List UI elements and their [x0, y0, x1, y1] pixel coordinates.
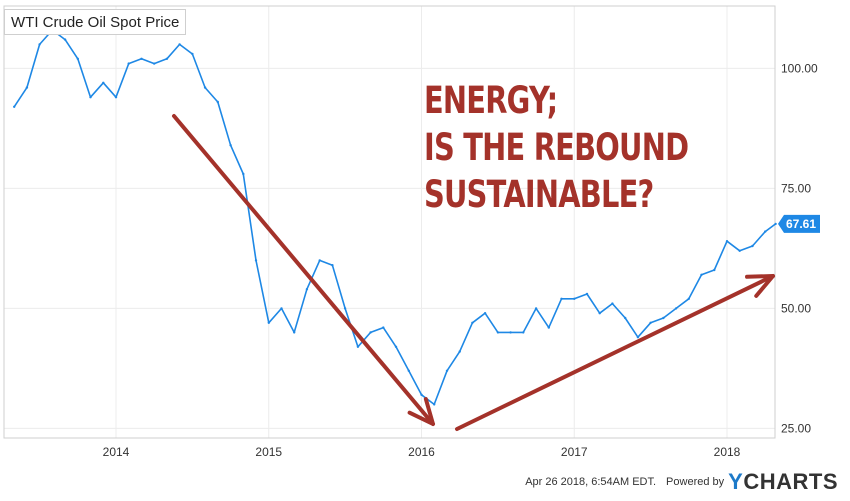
ycharts-logo-y: Y: [728, 469, 744, 494]
data-point: [636, 336, 640, 339]
up-arrow-head: [745, 274, 775, 298]
y-tick-label: 25.00: [781, 421, 811, 435]
data-point: [407, 369, 410, 372]
data-point: [114, 96, 118, 99]
data-point: [216, 100, 219, 104]
data-point: [433, 403, 436, 406]
x-tick-label: 2018: [714, 445, 741, 459]
trend-arrows: [172, 114, 775, 431]
data-point: [774, 222, 777, 226]
data-point: [267, 321, 270, 324]
data-point: [560, 297, 563, 300]
headline: ENERGY; IS THE REBOUND SUSTAINABLE?: [424, 77, 689, 218]
y-tick-label: 75.00: [781, 181, 811, 195]
footer: Apr 26 2018, 6:54AM EDT. Powered by YCHA…: [525, 469, 838, 495]
last-value-marker: 67.61: [778, 214, 820, 233]
headline-line-1: ENERGY;: [424, 79, 558, 122]
data-point: [751, 244, 754, 248]
data-point: [509, 331, 512, 334]
chart-title: WTI Crude Oil Spot Price: [11, 13, 180, 31]
data-point: [445, 369, 449, 372]
data-point: [127, 62, 130, 65]
data-point: [178, 43, 181, 46]
data-point: [420, 393, 423, 396]
data-point: [191, 52, 194, 56]
data-point: [343, 307, 347, 310]
data-point: [89, 96, 92, 99]
data-point: [254, 259, 258, 262]
chart-legend: WTI Crude Oil Spot Price: [4, 9, 187, 35]
data-point: [331, 264, 334, 267]
data-point: [25, 86, 29, 89]
price-series: [13, 28, 777, 406]
data-point: [611, 302, 614, 305]
data-point: [674, 307, 678, 310]
data-point: [598, 312, 601, 315]
y-axis-ticks: 25.00 50.00 75.00 100.00: [781, 61, 818, 435]
data-point: [534, 307, 538, 310]
x-tick-label: 2016: [408, 445, 435, 459]
data-point: [764, 230, 767, 233]
down-arrow: [172, 114, 435, 426]
data-point: [318, 259, 321, 262]
data-point: [229, 144, 232, 147]
last-value-label: 67.61: [786, 217, 816, 231]
data-point: [102, 81, 105, 85]
data-point: [496, 331, 500, 334]
data-point: [356, 345, 360, 348]
plot-border: [3, 5, 776, 439]
data-point: [573, 297, 576, 300]
data-point: [242, 172, 245, 176]
data-point: [471, 321, 474, 324]
data-point: [458, 350, 461, 353]
data-point: [280, 307, 283, 310]
data-point: [624, 316, 627, 320]
data-point: [687, 297, 690, 300]
data-point: [293, 331, 296, 334]
data-point: [649, 321, 652, 324]
up-arrow: [455, 274, 775, 431]
data-point: [585, 292, 589, 296]
gridlines: [4, 6, 775, 438]
data-point: [725, 240, 729, 243]
data-point: [738, 249, 741, 252]
data-point: [140, 57, 143, 60]
timestamp: Apr 26 2018, 6:54AM EDT.: [525, 476, 657, 488]
powered-by-label: Powered by: [666, 476, 725, 488]
down-arrow-head: [407, 397, 435, 426]
data-point: [76, 57, 80, 60]
data-point: [305, 288, 309, 291]
data-point: [13, 105, 16, 109]
headline-line-2: IS THE REBOUND: [424, 126, 689, 169]
data-point: [394, 345, 398, 348]
headline-line-3: SUSTAINABLE?: [424, 173, 654, 216]
x-tick-label: 2014: [103, 445, 130, 459]
y-tick-label: 50.00: [781, 301, 811, 315]
data-point: [713, 268, 716, 272]
data-point: [153, 62, 156, 65]
data-point: [369, 331, 372, 334]
data-point: [203, 86, 207, 89]
x-tick-label: 2015: [255, 445, 282, 459]
data-point: [547, 326, 550, 329]
last-value-badge: [778, 214, 820, 233]
down-arrow-shaft: [172, 114, 435, 426]
data-point: [700, 273, 703, 276]
up-arrow-shaft: [455, 274, 775, 431]
data-point: [382, 326, 385, 329]
y-tick-label: 100.00: [781, 61, 818, 75]
ycharts-logo[interactable]: YCHARTS: [728, 469, 838, 495]
data-point: [38, 43, 41, 46]
data-point: [63, 38, 67, 41]
x-tick-label: 2017: [561, 445, 588, 459]
ycharts-logo-text: CHARTS: [743, 469, 838, 494]
data-point: [483, 312, 487, 315]
data-point: [662, 316, 665, 320]
data-point: [522, 331, 525, 334]
data-point: [165, 57, 169, 60]
x-axis-ticks: 2014 2015 2016 2017 2018: [103, 445, 741, 459]
